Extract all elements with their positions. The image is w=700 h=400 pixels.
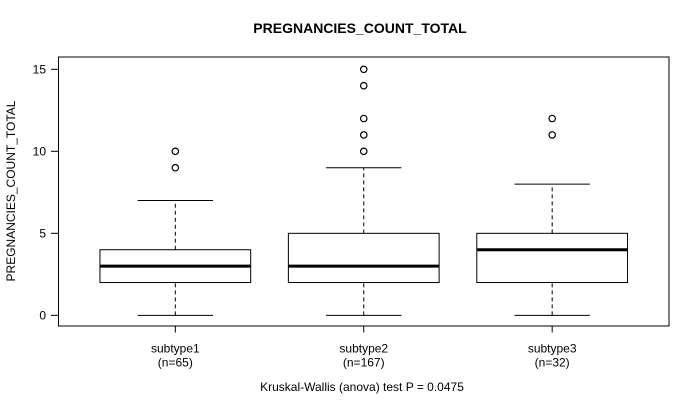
box-rect	[476, 232, 629, 284]
outlier-point	[359, 131, 368, 139]
outlier-point	[359, 65, 368, 74]
y-axis-tick-label: 0	[39, 309, 46, 323]
outlier-point	[171, 147, 180, 156]
y-axis-tick-label: 5	[39, 227, 46, 241]
outlier-point	[548, 114, 556, 123]
box-rect	[287, 232, 440, 284]
y-axis-tick-label: 10	[33, 145, 47, 159]
outlier-point	[171, 163, 180, 172]
y-axis-title: PREGNANCIES_COUNT_TOTAL	[4, 100, 18, 281]
x-group-label: subtype1	[151, 342, 200, 356]
plot-area: 0 5 10 15 subtype1(n=65) subtype2(n=167) subty…	[33, 56, 670, 370]
x-group-sublabel: (n=65)	[158, 356, 193, 370]
outlier-point	[359, 147, 368, 156]
stat-test-caption: Kruskal-Wallis (anova) test P = 0.0475	[260, 380, 464, 394]
y-axis-tick-label: 15	[33, 63, 47, 77]
outlier-point	[359, 81, 368, 90]
outlier-point	[359, 114, 368, 123]
x-group-sublabel: (n=32)	[535, 356, 570, 370]
x-group-label: subtype3	[528, 342, 577, 356]
outlier-point	[548, 131, 556, 139]
x-group-label: subtype2	[339, 342, 388, 356]
chart-title: PREGNANCIES_COUNT_TOTAL	[253, 20, 467, 36]
x-group-sublabel: (n=167)	[343, 356, 385, 370]
